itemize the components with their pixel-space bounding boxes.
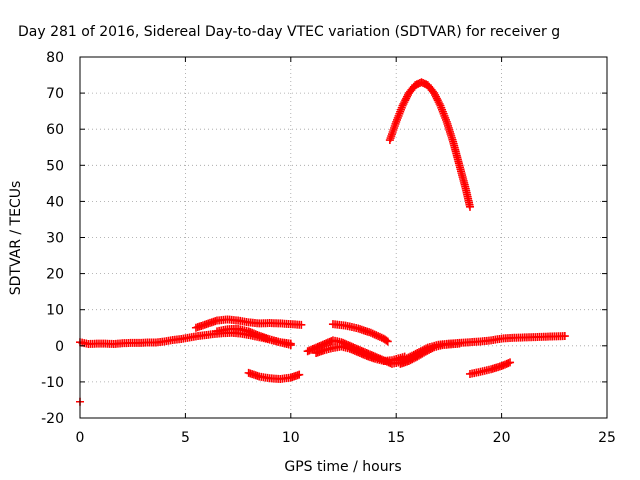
- y-tick-label: 50: [46, 158, 64, 174]
- data-point: [400, 98, 409, 107]
- chart-title: Day 281 of 2016, Sidereal Day-to-day VTE…: [18, 24, 560, 40]
- data-point: [370, 330, 379, 339]
- data-point: [435, 99, 444, 108]
- data-point: [383, 337, 392, 346]
- data-point: [398, 101, 407, 110]
- data-point: [286, 339, 295, 348]
- data-point: [428, 344, 437, 353]
- data-point: [374, 332, 383, 341]
- data-point: [433, 96, 442, 105]
- data-point: [465, 202, 474, 211]
- data-point: [431, 90, 440, 99]
- x-tick-label: 5: [181, 430, 190, 446]
- y-tick-label: 0: [55, 339, 64, 355]
- y-tick-label: 70: [46, 86, 64, 102]
- data-marks: [76, 78, 569, 406]
- data-point: [560, 332, 569, 341]
- data-point: [403, 92, 412, 101]
- y-tick-label: -10: [41, 375, 64, 391]
- x-tick-label: 0: [76, 430, 85, 446]
- data-point: [434, 98, 443, 107]
- data-point: [506, 358, 515, 367]
- data-point: [295, 370, 304, 379]
- y-axis-ticks: -20 -10 0 10 20 30 40 50 60 70 80: [41, 50, 607, 427]
- data-point: [399, 99, 408, 108]
- x-tick-label: 10: [282, 430, 300, 446]
- y-tick-label: 40: [46, 194, 64, 210]
- data-point: [375, 332, 384, 341]
- data-point: [455, 339, 464, 348]
- y-tick-label: 20: [46, 267, 64, 283]
- data-point: [297, 320, 306, 329]
- data-point: [366, 328, 375, 337]
- data-point: [382, 336, 391, 345]
- data-point: [432, 94, 441, 103]
- y-tick-label: 80: [46, 50, 64, 66]
- x-tick-label: 15: [387, 430, 405, 446]
- x-axis-ticks: 0 5 10 15 20 25: [76, 57, 616, 446]
- y-tick-label: 60: [46, 122, 64, 138]
- y-tick-label: 10: [46, 303, 64, 319]
- data-point: [402, 94, 411, 103]
- y-axis-label: SDTVAR / TECUs: [8, 181, 24, 296]
- y-tick-label: -20: [41, 411, 64, 427]
- data-point: [401, 96, 410, 105]
- x-axis-label: GPS time / hours: [284, 459, 401, 475]
- y-tick-label: 30: [46, 231, 64, 247]
- data-point: [430, 89, 439, 98]
- x-tick-label: 25: [598, 430, 616, 446]
- x-tick-label: 20: [493, 430, 511, 446]
- data-point: [368, 329, 377, 338]
- data-point: [372, 331, 381, 340]
- data-point: [431, 92, 440, 101]
